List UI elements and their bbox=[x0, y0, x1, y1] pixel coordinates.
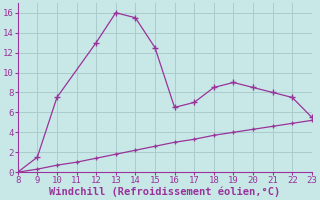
X-axis label: Windchill (Refroidissement éolien,°C): Windchill (Refroidissement éolien,°C) bbox=[49, 187, 280, 197]
